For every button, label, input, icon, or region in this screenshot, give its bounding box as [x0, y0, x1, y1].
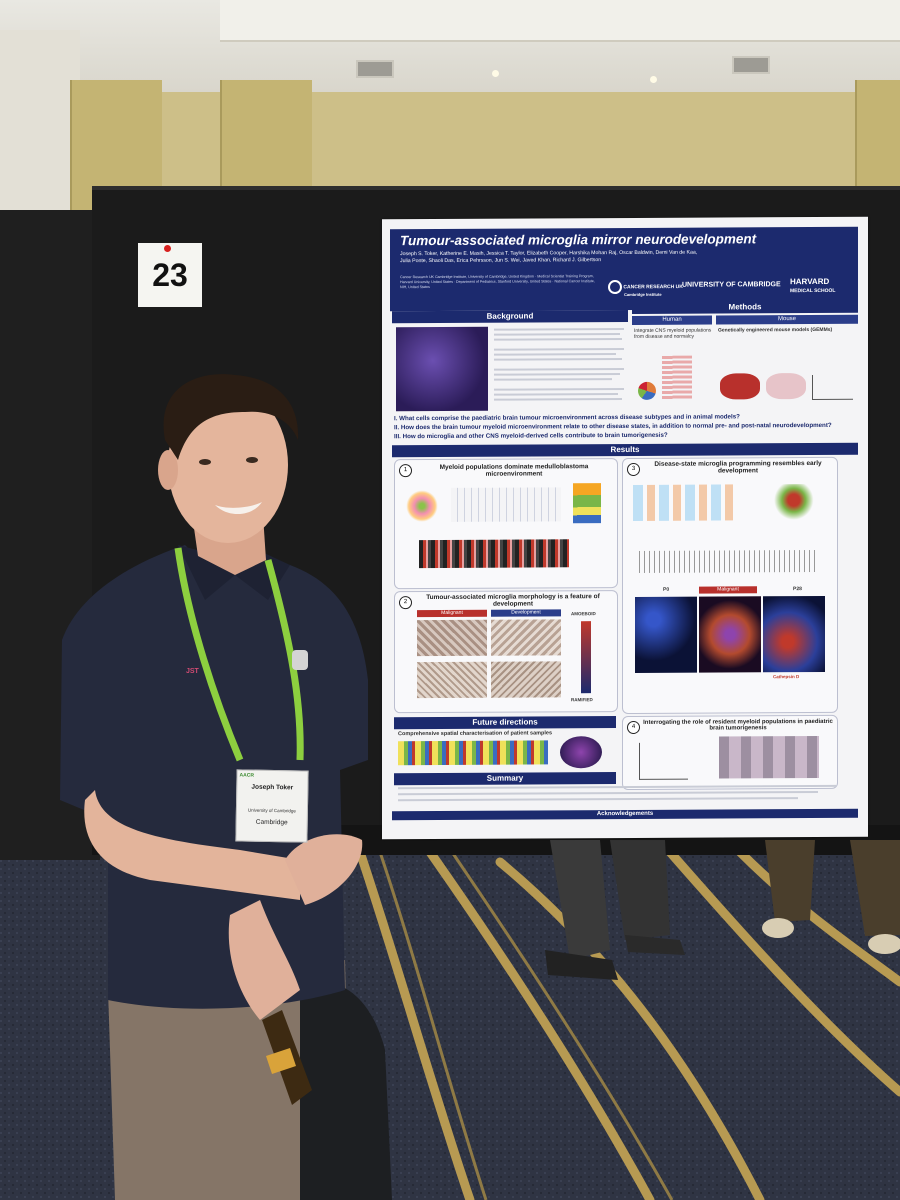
- badge-name: Joseph Toker: [251, 783, 294, 792]
- ceiling-panel: [220, 0, 900, 42]
- push-pin: [164, 245, 171, 252]
- ceiling-vent: [732, 56, 770, 74]
- conference-logo: AACR: [239, 772, 255, 779]
- background-people-legs: [545, 840, 900, 980]
- ceiling-light: [650, 76, 657, 83]
- ceiling-vent: [356, 60, 394, 78]
- badge-organization: University of Cambridge: [247, 807, 296, 814]
- ceiling-light: [492, 70, 499, 77]
- badge-city: Cambridge: [255, 818, 288, 827]
- shirt-initials: JST: [186, 668, 199, 675]
- wall-left: [0, 30, 80, 220]
- booth-number: 23: [152, 256, 188, 293]
- booth-number-card: 23: [138, 243, 202, 307]
- name-badge: AACR Joseph Toker University of Cambridg…: [235, 769, 309, 843]
